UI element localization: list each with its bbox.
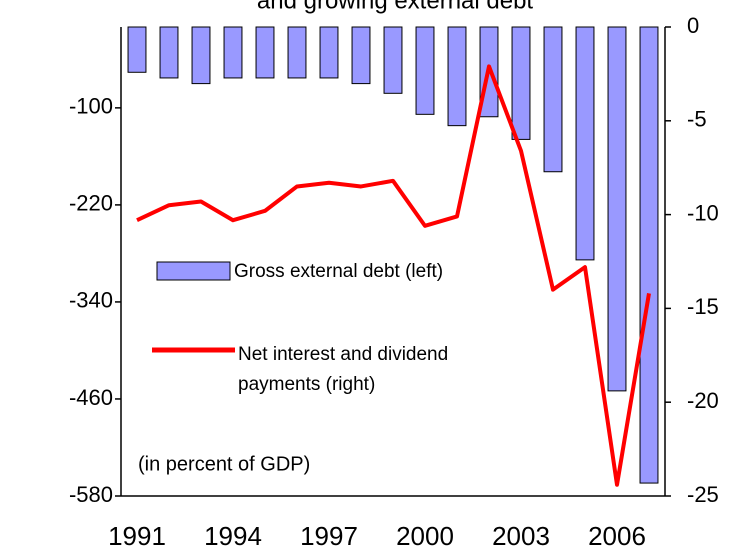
- y2-tick-label: -20: [687, 388, 719, 413]
- bar: [447, 26, 467, 127]
- legend-label: payments (right): [238, 374, 375, 395]
- bar: [543, 26, 563, 173]
- x-tick-label: 2006: [588, 521, 646, 551]
- legend-swatch: [156, 261, 231, 281]
- bar: [511, 26, 531, 140]
- chart-title: and growing external debt: [257, 0, 534, 14]
- x-tick-label: 2000: [396, 521, 454, 551]
- bar: [255, 26, 275, 79]
- x-tick-label: 2003: [492, 521, 550, 551]
- bar: [159, 26, 179, 79]
- y2-tick-label: 0: [687, 13, 699, 38]
- bar: [223, 26, 243, 79]
- y2-tick-label: -15: [687, 294, 719, 319]
- y-tick-label: -340: [69, 288, 113, 313]
- legend-label: Net interest and dividend: [238, 344, 448, 365]
- bar: [607, 26, 627, 392]
- bar: [575, 26, 595, 261]
- x-tick-label: 1991: [108, 521, 166, 551]
- y2-tick-label: -10: [687, 200, 719, 225]
- y-tick-label: -100: [69, 94, 113, 119]
- bar: [287, 26, 307, 79]
- y2-tick-label: -25: [687, 482, 719, 507]
- legend-label: Gross external debt (left): [234, 261, 443, 282]
- x-tick-label: 1997: [300, 521, 358, 551]
- bar: [415, 26, 435, 115]
- bar: [319, 26, 339, 79]
- x-tick-label: 1994: [204, 521, 262, 551]
- y-tick-label: -220: [69, 191, 113, 216]
- bar: [127, 26, 147, 73]
- bar: [383, 26, 403, 94]
- y2-tick-label: -5: [687, 107, 707, 132]
- bar: [639, 26, 659, 484]
- annotation: (in percent of GDP): [138, 453, 310, 475]
- bar: [191, 26, 211, 85]
- line: [136, 64, 651, 487]
- y-tick-label: -460: [69, 385, 113, 410]
- y-tick-label: -580: [69, 482, 113, 507]
- bar: [351, 26, 371, 85]
